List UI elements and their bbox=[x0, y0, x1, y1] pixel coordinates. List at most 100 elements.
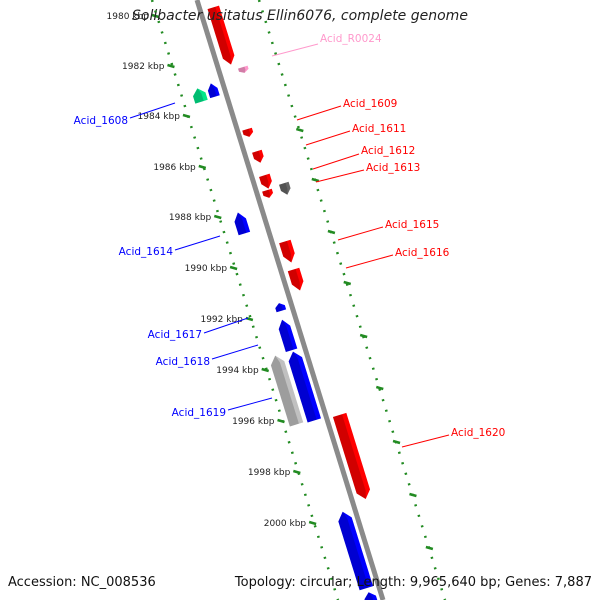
ruler-major-tick bbox=[295, 127, 304, 133]
ruler-major-tick bbox=[213, 214, 222, 220]
gene-special-green-shape bbox=[193, 88, 208, 104]
gene-label-acid_1612: Acid_1612 bbox=[361, 145, 415, 157]
gene-label-acid_1611: Acid_1611 bbox=[352, 123, 406, 135]
gene-acid_1620-shade bbox=[332, 414, 366, 500]
gene-reverse-bottom-shape bbox=[338, 511, 374, 591]
gene-acid_1618a-shape bbox=[278, 319, 298, 353]
gene-label-acid_1613: Acid_1613 bbox=[366, 162, 420, 174]
ruler-major-tick bbox=[182, 113, 191, 119]
gene-acid_1615-shape bbox=[279, 239, 295, 263]
gene-forward-top-shade bbox=[207, 6, 232, 65]
ruler-label: 1996 kbp bbox=[232, 417, 275, 427]
gene-acid_1612-shape bbox=[259, 173, 272, 189]
ruler-major-tick bbox=[375, 385, 384, 391]
gene-forward-top bbox=[207, 5, 235, 65]
gene-rna-acid_R0024-shade bbox=[238, 66, 246, 73]
ruler-major-tick bbox=[167, 63, 175, 69]
gene-acid_1609-shape bbox=[242, 127, 254, 137]
gene-acid_1616 bbox=[287, 267, 304, 291]
gene-acid_1619-shade bbox=[270, 355, 299, 427]
gene-acid_1620-shape bbox=[332, 412, 371, 500]
gene-acid_1612-shade bbox=[259, 174, 269, 189]
gene-acid_1615 bbox=[279, 239, 295, 263]
callout-line bbox=[305, 130, 351, 146]
gene-special-green-shade bbox=[193, 88, 204, 104]
ruler-major-tick bbox=[277, 418, 285, 424]
ruler-major-tick bbox=[261, 367, 270, 373]
gene-acid_1609 bbox=[242, 127, 254, 137]
ruler-major-tick bbox=[392, 439, 401, 445]
ruler-major-tick bbox=[409, 492, 417, 498]
gene-acid_1618-shade bbox=[288, 351, 317, 423]
callout-line bbox=[345, 254, 394, 269]
gene-acid_1618-shape bbox=[288, 351, 322, 423]
callout-line bbox=[296, 105, 342, 121]
gene-pseudo-shape bbox=[279, 181, 291, 195]
ruler-major-tick bbox=[292, 469, 301, 475]
gene-acid_1611-shade bbox=[252, 150, 261, 163]
gene-acid_1620 bbox=[332, 412, 371, 500]
gene-acid_1608-shade bbox=[207, 83, 217, 99]
gene-acid_1617-shape bbox=[275, 303, 287, 313]
gene-acid_1617-shade bbox=[275, 303, 284, 313]
ruler-label: 1984 kbp bbox=[138, 112, 181, 122]
gene-acid_1616-shape bbox=[287, 267, 304, 291]
gene-label-acid_1615: Acid_1615 bbox=[385, 219, 439, 231]
callout-line bbox=[227, 397, 273, 411]
ruler-label: 1986 kbp bbox=[153, 163, 196, 173]
ruler-major-tick bbox=[151, 13, 160, 19]
gene-acid_1608 bbox=[207, 83, 220, 99]
gene-acid_1616-shade bbox=[287, 268, 301, 291]
callout-line bbox=[401, 434, 450, 448]
ruler-track-left bbox=[150, 0, 340, 601]
ruler-major-tick bbox=[359, 333, 368, 339]
gene-special-green bbox=[193, 88, 208, 104]
gene-label-acid_1616: Acid_1616 bbox=[395, 247, 450, 259]
ruler-label: 1998 kbp bbox=[248, 468, 291, 478]
callout-line bbox=[312, 153, 360, 170]
gene-acid_1613 bbox=[262, 188, 274, 198]
gene-acid_1614-shade bbox=[234, 212, 247, 236]
gene-acid_1613-shade bbox=[262, 189, 270, 198]
gene-acid_1611-shape bbox=[252, 149, 264, 163]
gene-pseudo bbox=[279, 181, 291, 195]
gene-acid_1614 bbox=[234, 212, 251, 236]
genome-summary-label: Topology: circular; Length: 9,965,640 bp… bbox=[234, 575, 592, 590]
gene-label-acid_1608: Acid_1608 bbox=[74, 115, 128, 127]
ruler-major-tick bbox=[308, 520, 317, 526]
ruler-major-tick bbox=[198, 164, 207, 170]
gene-acid_1611 bbox=[252, 149, 264, 163]
callout-line bbox=[129, 102, 176, 119]
callout-line bbox=[315, 169, 365, 183]
gene-reverse-bottom bbox=[338, 511, 374, 591]
genome-backbone bbox=[194, 0, 386, 601]
gene-acid_1615-shade bbox=[279, 240, 292, 263]
gene-acid_1613-shape bbox=[262, 188, 274, 198]
gene-reverse-bottom-shade bbox=[338, 511, 369, 591]
ruler-label: 1982 kbp bbox=[122, 62, 165, 72]
gene-label-acid_1609: Acid_1609 bbox=[343, 98, 397, 110]
accession-label: Accession: NC_008536 bbox=[8, 575, 156, 590]
ruler-track-right bbox=[257, 0, 447, 601]
gene-acid_1618a bbox=[278, 319, 298, 353]
ruler-major-tick bbox=[327, 229, 336, 235]
genome-title: Solibacter usitatus Ellin6076, complete … bbox=[132, 8, 468, 24]
gene-acid_1618a-shade bbox=[278, 319, 294, 353]
callout-line bbox=[211, 344, 259, 360]
gene-acid_1617 bbox=[275, 303, 287, 313]
callout-line bbox=[271, 43, 319, 57]
ruler-label: 1994 kbp bbox=[216, 366, 259, 376]
gene-label-acid_1617: Acid_1617 bbox=[148, 329, 202, 341]
gene-rna-acid_R0024-shape bbox=[238, 65, 249, 73]
gene-label-acid_1618: Acid_1618 bbox=[156, 356, 210, 368]
gene-label-acid_1614: Acid_1614 bbox=[119, 246, 174, 258]
gene-acid_1619 bbox=[270, 355, 304, 427]
gene-label-acid_1620: Acid_1620 bbox=[451, 427, 505, 439]
ruler-label: 1988 kbp bbox=[169, 213, 212, 223]
gene-acid_1612 bbox=[259, 173, 272, 189]
gene-reverse-edge bbox=[364, 592, 378, 604]
ruler-label: 1990 kbp bbox=[185, 264, 228, 274]
ruler-major-tick bbox=[425, 545, 434, 551]
gene-label-acid_1619: Acid_1619 bbox=[172, 407, 226, 419]
